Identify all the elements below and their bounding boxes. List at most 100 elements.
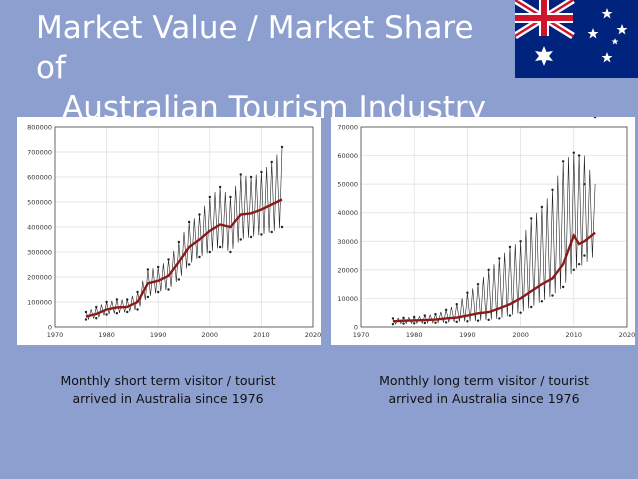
raw-low-point [157, 290, 160, 294]
trend-series [392, 231, 596, 323]
raw-low-point [280, 225, 284, 229]
y-tick-label: 40000 [337, 209, 358, 217]
raw-high-point [198, 213, 201, 216]
raw-high-point [95, 305, 98, 309]
x-tick-label: 2000 [202, 331, 219, 339]
raw-high-point [391, 317, 395, 320]
raw-low-point [466, 320, 469, 323]
short-term-visitors-chart: 0 100000 200000 300000 400000 500000 600000 700… [17, 117, 321, 345]
raw-low-point [126, 310, 129, 314]
y-tick-label: 400000 [27, 224, 52, 232]
raw-low-point [423, 321, 427, 325]
raw-low-point [115, 312, 119, 315]
raw-high-point [413, 315, 416, 319]
y-tick-label: 600000 [27, 174, 52, 182]
raw-low-point [84, 318, 88, 321]
raw-low-point [476, 319, 480, 322]
raw-high-point [455, 302, 458, 306]
raw-low-point [229, 250, 232, 254]
raw-low-point [218, 245, 222, 249]
raw-high-point [229, 195, 232, 199]
raw-high-point [444, 308, 448, 312]
raw-low-point [413, 322, 416, 325]
raw-high-point [270, 160, 273, 164]
y-tick-label: 500000 [27, 199, 52, 207]
y-tick-label: 10000 [337, 295, 358, 303]
y-tick-label: 700000 [27, 149, 52, 157]
y-tick-label: 70000 [337, 124, 358, 132]
raw-high-point [498, 257, 501, 260]
x-tick-label: 1990 [459, 331, 476, 339]
short-term-chart-svg: 0 100000 200000 300000 400000 500000 600000 700… [27, 124, 321, 340]
raw-high-point [105, 300, 108, 304]
y-tick-label: 0 [48, 324, 52, 332]
raw-low-point [270, 230, 273, 234]
x-tick-label: 1990 [150, 331, 167, 339]
raw-high-point [434, 312, 437, 316]
slide-title: Market Value / Market Share of Australia… [36, 8, 506, 128]
raw-high-point [280, 145, 284, 149]
raw-low-point [455, 320, 458, 324]
raw-low-point [583, 254, 586, 257]
raw-high-point [572, 151, 575, 154]
raw-high-point [187, 220, 191, 224]
raw-high-point [487, 268, 490, 272]
raw-high-point [519, 240, 522, 243]
y-tick-label: 200000 [27, 274, 52, 282]
raw-low-point [105, 313, 108, 316]
raw-high-point [540, 205, 544, 209]
raw-low-point [434, 321, 437, 324]
raw-low-point [540, 300, 544, 303]
x-tick-label: 2010 [253, 331, 270, 339]
raw-high-point [157, 265, 160, 269]
raw-low-point [593, 115, 597, 119]
raw-high-point [84, 310, 88, 314]
raw-low-point [498, 317, 501, 320]
raw-low-point [444, 321, 448, 324]
x-tick-label: 1980 [98, 331, 115, 339]
x-tick-label: 2010 [566, 331, 583, 339]
slide-title-line1: Market Value / Market Share of [36, 10, 474, 86]
raw-low-point [198, 255, 201, 259]
raw-high-point [561, 160, 565, 163]
raw-low-point [577, 262, 581, 266]
raw-low-point [551, 294, 554, 297]
x-tick-label: 1970 [353, 331, 370, 339]
long-term-chart-svg: 0 10000 20000 30000 40000 50000 60000 70000 1970… [337, 115, 635, 339]
raw-high-point [551, 188, 554, 192]
raw-low-point [260, 233, 263, 236]
raw-low-point [572, 268, 575, 272]
raw-high-point [218, 185, 222, 189]
y-tick-label: 100000 [27, 299, 52, 307]
raw-high-point [577, 154, 581, 157]
raw-high-point [402, 316, 405, 320]
raw-high-point [239, 173, 242, 176]
raw-high-point [466, 291, 469, 294]
raw-high-point [115, 298, 119, 301]
raw-low-point [487, 318, 490, 322]
raw-high-point [177, 240, 181, 244]
x-tick-label: 2000 [512, 331, 529, 339]
x-tick-label: 1970 [47, 331, 64, 339]
raw-low-point [146, 295, 150, 299]
raw-high-point [508, 245, 512, 249]
raw-low-point [561, 285, 565, 289]
plot-frame [360, 126, 628, 328]
raw-low-point [239, 238, 242, 241]
raw-low-point [519, 311, 522, 314]
raw-low-point [402, 322, 405, 325]
raw-low-point [508, 314, 512, 317]
caption-long-term: Monthly long term visitor / tourist arri… [379, 373, 589, 406]
raw-high-point [260, 170, 263, 174]
raw-low-point [249, 235, 253, 239]
trend-series [85, 198, 283, 318]
y-tick-label: 300000 [27, 249, 52, 257]
australian-flag-icon [515, 0, 638, 78]
raw-monthly-series [85, 146, 283, 321]
raw-low-point [530, 305, 533, 309]
raw-high-point [136, 290, 139, 294]
raw-low-point [136, 308, 139, 311]
y-tick-label: 60000 [337, 152, 358, 160]
y-tick-label: 20000 [337, 266, 358, 274]
raw-low-point [208, 250, 211, 254]
